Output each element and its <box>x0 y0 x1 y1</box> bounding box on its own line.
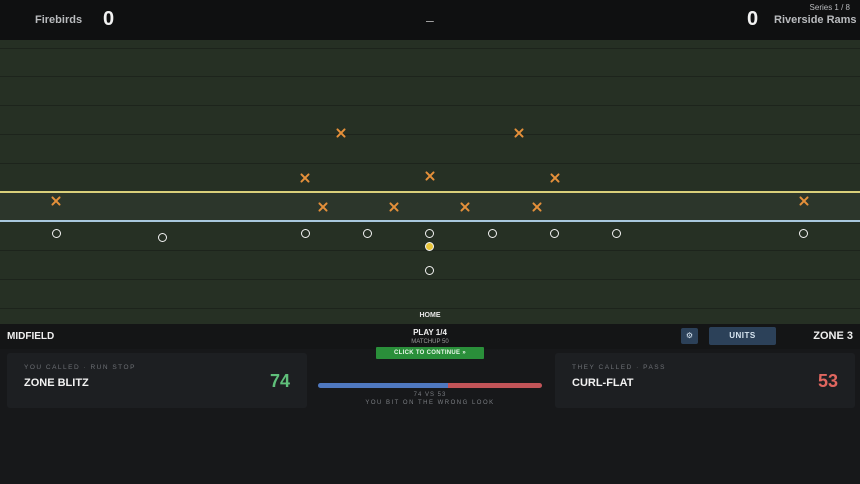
field-stripe <box>0 48 860 49</box>
offense-player-marker <box>425 229 434 238</box>
matchup-meter <box>318 383 542 388</box>
continue-button[interactable]: CLICK TO CONTINUE » <box>376 347 484 359</box>
our-call-caption: YOU CALLED · RUN STOP <box>24 364 136 371</box>
offense-player-marker <box>158 233 167 242</box>
settings-button[interactable]: ⚙ <box>681 328 698 344</box>
defender-marker <box>299 172 311 184</box>
play-counter: PLAY 1/4 <box>413 328 447 337</box>
units-button[interactable]: UNITS <box>709 327 776 345</box>
defender-marker <box>798 195 810 207</box>
their-call-name: CURL-FLAT <box>572 377 634 389</box>
their-call-caption: THEY CALLED · PASS <box>572 364 666 371</box>
scoreboard: Firebirds 0 – 0 Riverside Rams Series 1 … <box>0 0 860 40</box>
defender-marker <box>549 172 561 184</box>
line-of-scrimmage <box>0 191 860 193</box>
field-position-label: MIDFIELD <box>7 331 55 342</box>
matchup-score-line: 74 VS 53 <box>413 392 447 398</box>
our-call-rating: 74 <box>269 371 290 391</box>
their-share-bar <box>448 383 542 388</box>
home-end-label: HOME <box>419 312 441 319</box>
their-call-rating: 53 <box>817 371 838 391</box>
scrimmage-zone <box>0 192 860 221</box>
score-separator: – <box>426 12 434 28</box>
offense-player-marker <box>363 229 372 238</box>
defender-marker <box>459 201 471 213</box>
our-call-name: ZONE BLITZ <box>24 377 89 389</box>
offense-player-marker <box>488 229 497 238</box>
field-stripe <box>0 105 860 106</box>
field-stripe <box>0 134 860 135</box>
field-stripe <box>0 308 860 309</box>
scrimmage-line <box>0 220 860 222</box>
zone-label: ZONE 3 <box>813 330 853 342</box>
defender-marker <box>388 201 400 213</box>
defender-marker <box>531 201 543 213</box>
home-team-score: 0 <box>103 8 115 30</box>
defender-marker <box>317 201 329 213</box>
our-share-bar <box>318 383 448 388</box>
series-counter: Series 1 / 8 <box>809 3 850 12</box>
offense-player-marker <box>799 229 808 238</box>
matchup-result-message: YOU BIT ON THE WRONG LOOK <box>365 400 495 406</box>
away-team-score: 0 <box>747 8 759 30</box>
matchup-counter: MATCHUP 50 <box>411 339 449 345</box>
defender-marker <box>424 170 436 182</box>
field-stripe <box>0 76 860 77</box>
home-team-name: Firebirds <box>35 14 83 26</box>
offense-player-marker <box>52 229 61 238</box>
defender-marker <box>50 195 62 207</box>
our-call-card: YOU CALLED · RUN STOP ZONE BLITZ 74 <box>7 353 307 408</box>
offense-player-marker <box>612 229 621 238</box>
field-stripe <box>0 279 860 280</box>
ball-carrier-marker <box>425 242 434 251</box>
play-field: HOME <box>0 40 860 324</box>
defender-marker <box>335 127 347 139</box>
their-call-card: THEY CALLED · PASS CURL-FLAT 53 <box>555 353 855 408</box>
offense-player-marker <box>425 266 434 275</box>
defender-marker <box>513 127 525 139</box>
offense-player-marker <box>301 229 310 238</box>
field-stripe <box>0 163 860 164</box>
play-status-bar: MIDFIELD PLAY 1/4 MATCHUP 50 ⚙ UNITS ZON… <box>0 324 860 349</box>
offense-player-marker <box>550 229 559 238</box>
away-team-name: Riverside Rams <box>774 14 857 26</box>
gear-icon: ⚙ <box>685 331 694 340</box>
